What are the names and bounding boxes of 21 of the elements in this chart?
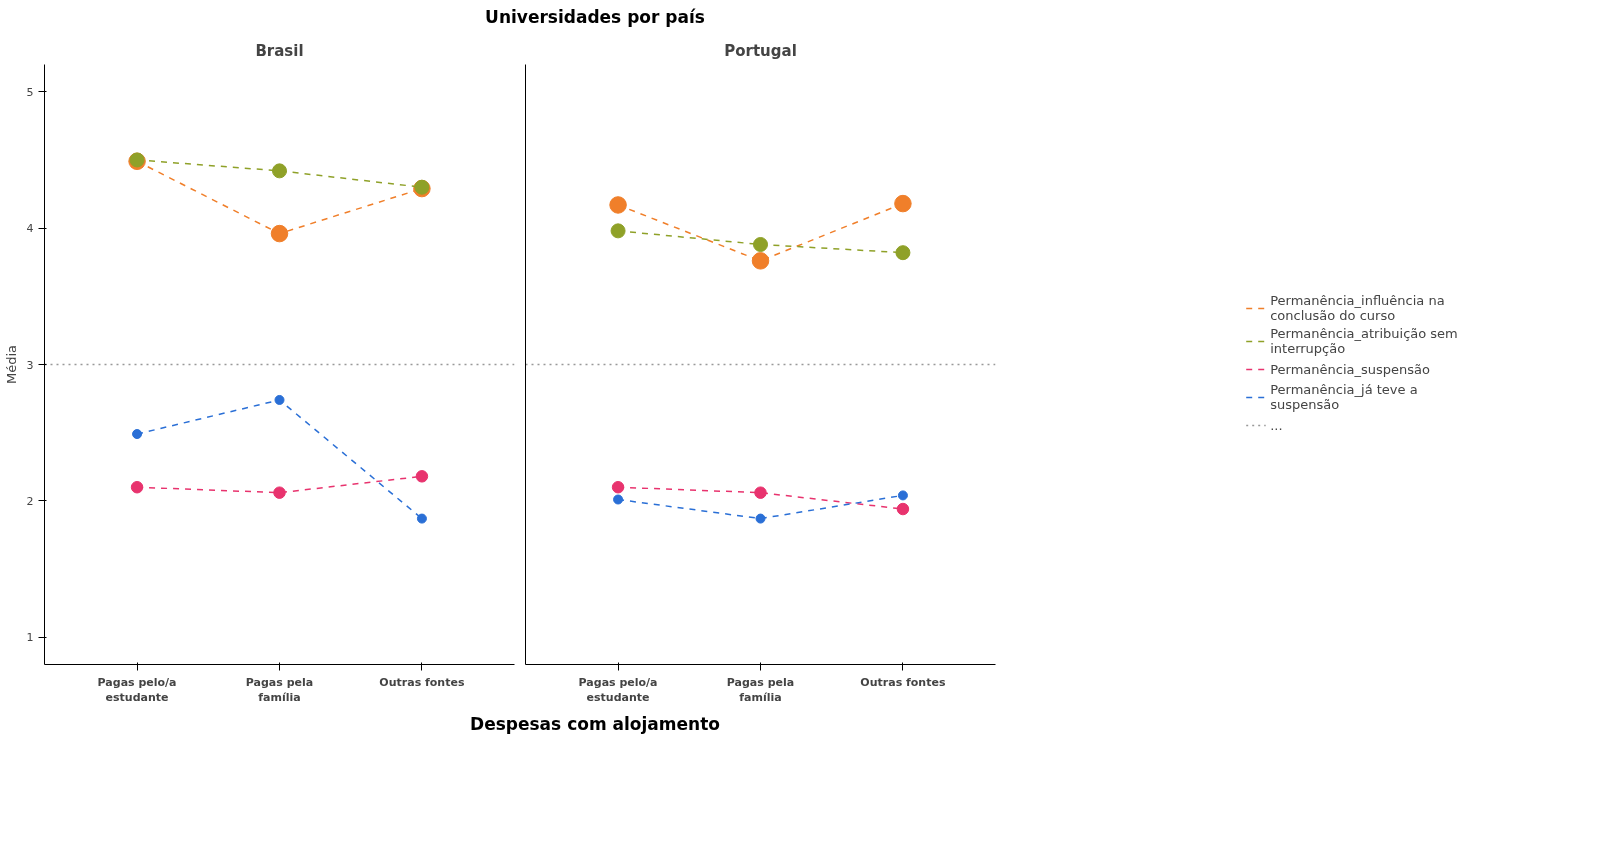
y-tick-label: 3 [26, 358, 34, 372]
x-axis-title: Despesas com alojamento [470, 713, 720, 737]
y-tick-label: 4 [26, 222, 34, 236]
legend-label: ... [1270, 417, 1284, 433]
x-tick-label: Outras fontes [860, 675, 946, 689]
legend-label: Permanência_atribuição sem interrupção [1270, 326, 1458, 357]
legend-label: Permanência_suspensão [1270, 361, 1430, 377]
y-tick-label: 1 [26, 631, 34, 645]
legend-label: Permanência_já teve a suspensão [1270, 382, 1418, 413]
x-tick-label: Pagas pelo/a estudante [578, 675, 658, 705]
y-tick-label: 2 [26, 495, 34, 509]
chart-title: Portugal [724, 41, 797, 60]
x-tick-label: Pagas pela família [726, 675, 795, 705]
x-tick-label: Pagas pelo/a estudante [97, 675, 177, 705]
legend-label: Permanência_influência na conclusão do curso [1270, 293, 1445, 324]
chart-title: Brasil [255, 41, 304, 60]
x-tick-label: Outras fontes [379, 675, 465, 689]
x-tick-label: Pagas pela família [245, 675, 314, 705]
y-tick-label: 5 [26, 86, 34, 100]
text: Universidades por país [485, 6, 705, 29]
y-axis-title: Média [3, 345, 19, 385]
